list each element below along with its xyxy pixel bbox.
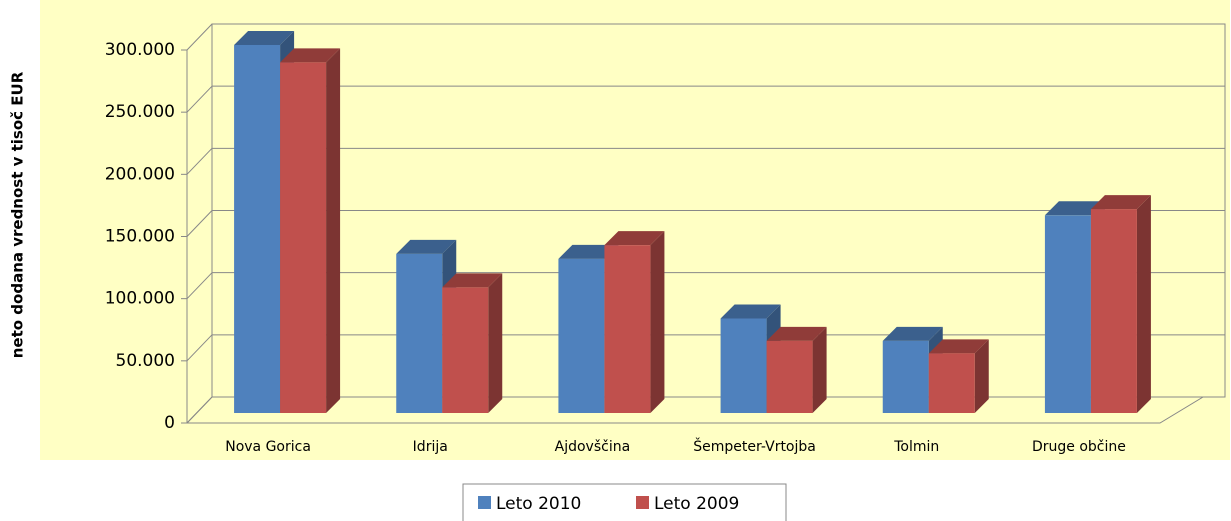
- bar-top: [1044, 201, 1105, 216]
- y-tick-label: 0: [164, 413, 175, 433]
- y-tick-label: 250.000: [105, 102, 175, 122]
- bar-top: [234, 30, 295, 45]
- grid-line: [186, 396, 213, 424]
- grid-line: [186, 23, 213, 51]
- y-tick-label: 200.000: [105, 164, 175, 184]
- bar: [1044, 215, 1091, 413]
- bar-top: [442, 273, 503, 288]
- y-tick-label: 300.000: [105, 40, 175, 60]
- x-tick-label: Ajdovščina: [555, 439, 631, 455]
- bar: [558, 258, 605, 413]
- legend-swatch: [636, 496, 649, 509]
- bar-top: [558, 244, 619, 259]
- y-axis-label: neto dodana vrednost v tisoč EUR: [9, 71, 27, 358]
- bar: [1090, 209, 1137, 413]
- bar: [396, 253, 443, 413]
- x-tick-label: Šempeter-Vrtojba: [693, 437, 816, 455]
- bar-top: [396, 239, 457, 254]
- bar: [766, 340, 813, 413]
- bar: [234, 44, 281, 414]
- y-tick-label: 150.000: [105, 227, 175, 247]
- x-tick-label: Druge občine: [1032, 439, 1126, 455]
- bar-top: [882, 326, 943, 341]
- grid-line: [186, 85, 213, 113]
- y-tick-label: 50.000: [116, 351, 175, 371]
- legend-label: Leto 2009: [654, 494, 739, 514]
- bar: [720, 318, 767, 413]
- legend-label: Leto 2010: [496, 494, 581, 514]
- bar: [882, 340, 929, 413]
- bar-top: [766, 326, 827, 341]
- bar-top: [280, 48, 341, 63]
- legend-swatch: [478, 496, 491, 509]
- x-tick-label: Nova Gorica: [225, 439, 311, 455]
- bar: [928, 353, 975, 413]
- bar: [604, 245, 651, 413]
- grid-line: [186, 210, 213, 237]
- bar: [280, 62, 327, 413]
- bar-side: [326, 48, 341, 413]
- grid-line: [186, 147, 213, 175]
- bar-side: [812, 326, 827, 413]
- bar-side: [650, 231, 665, 413]
- bar: [442, 287, 489, 413]
- bar-top: [928, 339, 989, 354]
- x-tick-label: Tolmin: [893, 439, 939, 455]
- grid-line: [186, 272, 213, 300]
- bar-top: [604, 231, 665, 246]
- y-tick-label: 100.000: [105, 289, 175, 309]
- bar-side: [1136, 195, 1151, 413]
- bar-top: [1090, 195, 1151, 210]
- x-tick-label: Idrija: [413, 439, 448, 455]
- bar-side: [974, 339, 989, 413]
- grid-line: [186, 334, 213, 362]
- bar-top: [720, 304, 781, 319]
- legend: [462, 483, 787, 521]
- bar-side: [488, 273, 503, 413]
